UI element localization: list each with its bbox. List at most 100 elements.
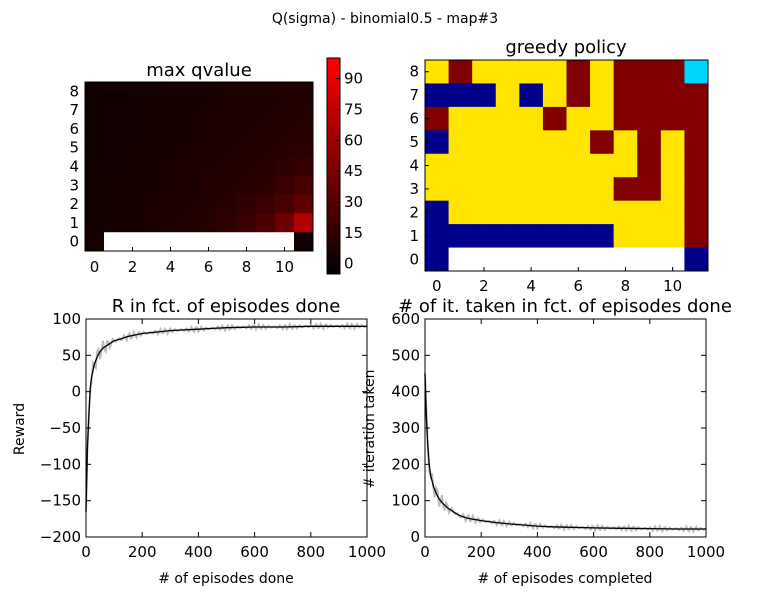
reward-ytick-label: −200 (40, 528, 81, 546)
iterations-xtick-label: 800 (635, 543, 664, 561)
policy-cell (519, 247, 544, 272)
colorbar-tick-label: 90 (344, 70, 363, 88)
policy-cell (495, 83, 520, 108)
heatmap-cell (142, 194, 162, 214)
heatmap-cell (237, 157, 257, 177)
policy-cell (425, 83, 450, 108)
heatmap-cell (142, 175, 162, 196)
policy-cell (684, 83, 709, 108)
reward-ytick-label: 100 (52, 310, 81, 328)
heatmap-cell (161, 138, 181, 158)
policy-cell (519, 177, 544, 202)
heatmap-cell (256, 232, 276, 252)
policy-cell (590, 200, 615, 225)
policy-cell (613, 83, 638, 108)
iterations-ytick-label: 100 (391, 492, 420, 510)
heatmap-cell (180, 119, 200, 139)
heatmap-cell (123, 194, 143, 214)
policy-cell (519, 224, 544, 249)
policy-ytick-label: 5 (409, 133, 419, 151)
colorbar-tick-label: 45 (344, 162, 363, 180)
heatmap-cell (294, 232, 314, 252)
policy-cell (566, 106, 591, 131)
policy-cell (637, 247, 662, 272)
policy-ytick-label: 7 (409, 86, 419, 104)
policy-cell (495, 247, 520, 272)
heatmap-cell (294, 157, 314, 177)
heatmap-cell (294, 175, 314, 196)
policy-cell (519, 60, 544, 84)
heatmap-cell (199, 194, 219, 214)
heatmap-cell (275, 232, 295, 252)
heatmap-ytick-label: 2 (69, 195, 79, 213)
heatmap-cell (218, 100, 238, 121)
policy-cell (519, 106, 544, 131)
heatmap-cell (161, 157, 181, 177)
greedy-policy-panel: greedy policy 0 2 4 6 8 10 0 1 2 3 4 5 6 7 8 (409, 37, 709, 295)
heatmap-cell (180, 232, 200, 252)
policy-cell (590, 153, 615, 178)
heatmap-cell (161, 232, 181, 252)
reward-ytick-label: −50 (49, 419, 81, 437)
heatmap-cell (142, 100, 162, 121)
policy-cell (566, 200, 591, 225)
policy-ticks: 0 2 4 6 8 10 0 1 2 3 4 5 6 7 8 (409, 63, 682, 295)
policy-cell (590, 130, 615, 155)
reward-xtick-label: 1000 (348, 543, 386, 561)
policy-cell (660, 153, 685, 178)
heatmap-cell (256, 138, 276, 158)
heatmap-cell (104, 213, 124, 233)
heatmap-cell (199, 100, 219, 121)
iterations-frame (424, 318, 707, 538)
iterations-ytick-label: 600 (391, 310, 420, 328)
policy-title: greedy policy (505, 37, 627, 58)
heatmap-cell (199, 213, 219, 233)
heatmap-cell (85, 213, 105, 233)
policy-cell (684, 130, 709, 155)
heatmap-cell (180, 138, 200, 158)
policy-ytick-label: 8 (409, 63, 419, 81)
reward-ytick-label: −150 (40, 492, 81, 510)
colorbar-tick-label: 30 (344, 193, 363, 211)
policy-cell (684, 224, 709, 249)
heatmap-cell (275, 138, 295, 158)
heatmap-ytick-label: 3 (69, 176, 79, 194)
heatmap-cell (142, 138, 162, 158)
heatmap-cell (161, 194, 181, 214)
policy-cell (684, 106, 709, 131)
policy-ytick-label: 4 (409, 157, 419, 175)
policy-cell (448, 60, 473, 84)
reward-raw-series (85, 321, 368, 512)
iterations-ytick-label: 300 (391, 419, 420, 437)
heatmap-cell (104, 82, 124, 102)
heatmap-cell (104, 232, 124, 252)
heatmap-cell (237, 232, 257, 252)
policy-xtick-label: 8 (621, 277, 631, 295)
heatmap-cell (294, 100, 314, 121)
heatmap-xtick-label: 0 (90, 258, 100, 276)
policy-cell (542, 153, 567, 178)
policy-cell (660, 60, 685, 84)
reward-xtick-label: 600 (240, 543, 269, 561)
policy-ytick-label: 0 (409, 250, 419, 268)
policy-cell (542, 200, 567, 225)
heatmap-cell (123, 119, 143, 139)
policy-cell (637, 200, 662, 225)
policy-xtick-label: 0 (432, 277, 442, 295)
heatmap-cell (180, 175, 200, 196)
policy-cell (613, 106, 638, 131)
policy-cell (566, 247, 591, 272)
policy-cell (590, 106, 615, 131)
heatmap-cell (218, 119, 238, 139)
iterations-xtick-label: 1000 (687, 543, 725, 561)
policy-cell (519, 130, 544, 155)
reward-xtick-label: 200 (128, 543, 157, 561)
policy-cell (637, 83, 662, 108)
heatmap-cell (85, 100, 105, 121)
heatmap-cell (142, 82, 162, 102)
colorbar-tick-label: 60 (344, 131, 363, 149)
policy-cell (613, 60, 638, 84)
iterations-ytick-label: 0 (410, 528, 420, 546)
heatmap-cell (237, 213, 257, 233)
reward-ytick-label: 50 (62, 346, 81, 364)
